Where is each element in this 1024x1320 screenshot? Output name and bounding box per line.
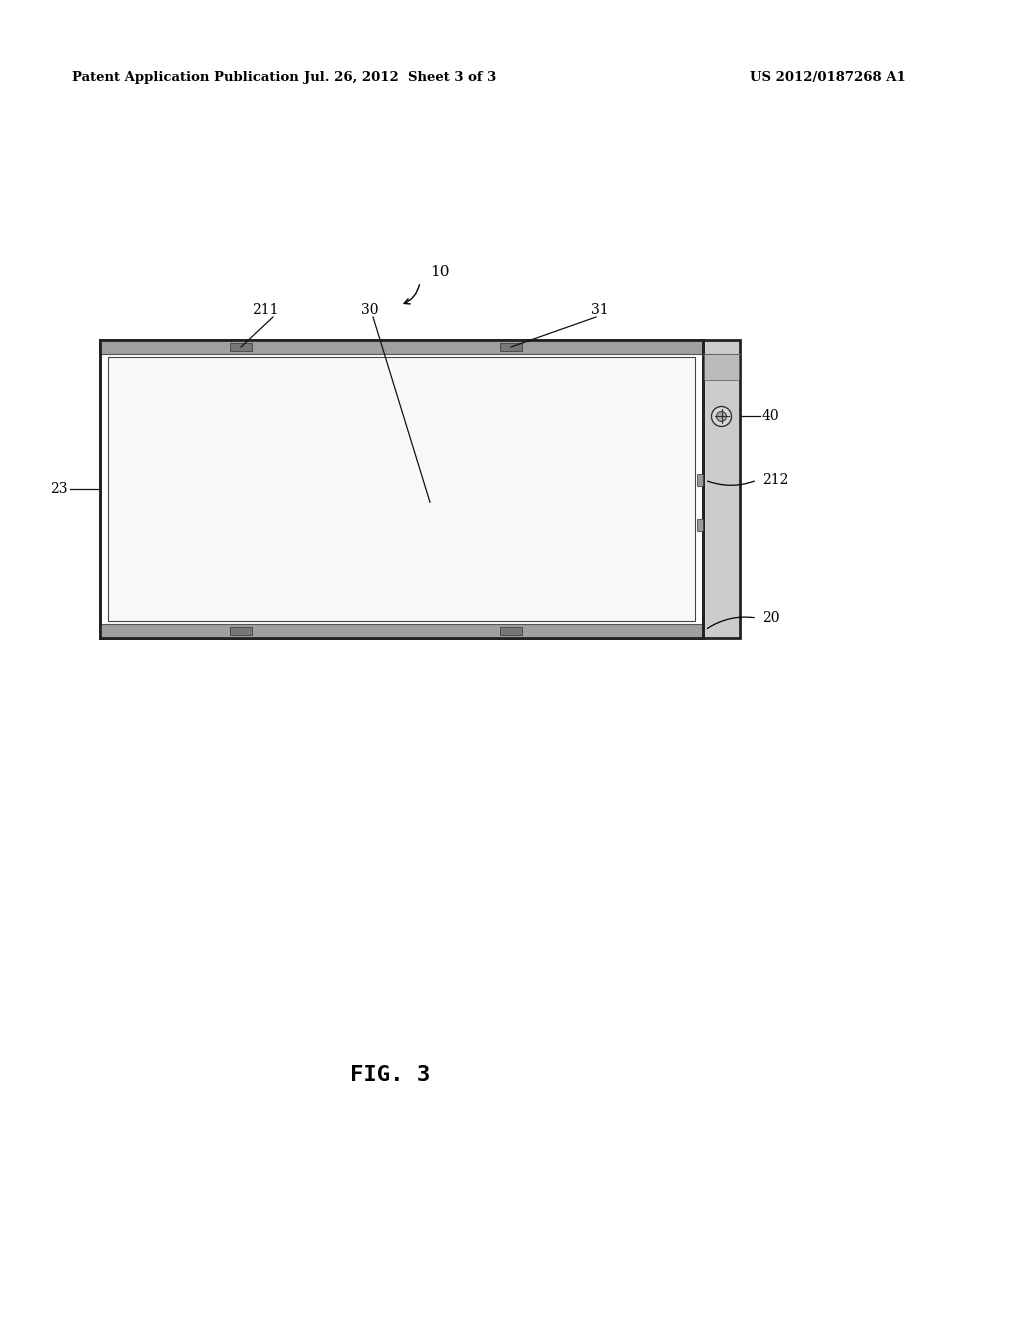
Text: 212: 212	[762, 473, 788, 487]
Text: 40: 40	[762, 409, 779, 424]
Bar	[230, 343, 252, 351]
Bar	[230, 627, 252, 635]
Text: Patent Application Publication: Patent Application Publication	[72, 71, 299, 84]
Text: 211: 211	[252, 304, 279, 317]
Text: 30: 30	[361, 304, 379, 317]
Text: 31: 31	[591, 304, 609, 317]
Bar	[100, 341, 703, 354]
Text: FIG. 3: FIG. 3	[350, 1065, 430, 1085]
Bar	[500, 627, 522, 635]
Text: 10: 10	[430, 265, 450, 279]
Circle shape	[717, 412, 726, 421]
Circle shape	[712, 407, 731, 426]
Bar	[100, 341, 703, 638]
Bar	[705, 354, 739, 380]
Text: 20: 20	[762, 611, 779, 624]
Bar	[703, 341, 740, 638]
Text: 23: 23	[50, 482, 68, 496]
Bar	[108, 356, 695, 620]
Bar	[697, 519, 703, 531]
Bar	[500, 343, 522, 351]
Bar	[697, 474, 703, 486]
Bar	[100, 624, 703, 638]
Text: US 2012/0187268 A1: US 2012/0187268 A1	[750, 71, 906, 84]
Text: Jul. 26, 2012  Sheet 3 of 3: Jul. 26, 2012 Sheet 3 of 3	[304, 71, 496, 84]
